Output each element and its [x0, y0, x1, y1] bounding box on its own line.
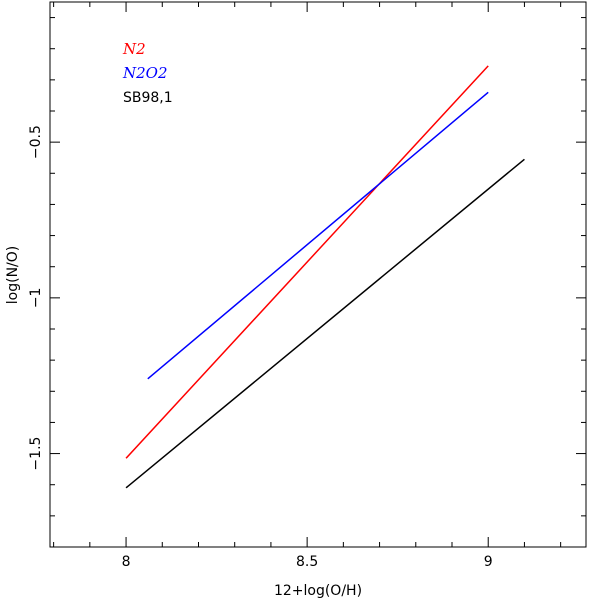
series-lines: [125, 65, 525, 489]
axis-ticks: 8 8.5 9 −1.5 −1 −0.5: [28, 2, 586, 570]
y-tick-label: −1: [28, 288, 44, 309]
x-axis-label: 12+log(O/H): [274, 583, 362, 599]
legend-entry: SB98,1: [123, 90, 173, 106]
x-tick-label: 8.5: [296, 554, 318, 570]
x-tick-label: 9: [484, 554, 493, 570]
x-tick-label: 8: [122, 554, 131, 570]
y-tick-label: −1.5: [28, 437, 44, 471]
legend-entry: N2: [122, 40, 146, 58]
legend-entry: N2O2: [122, 64, 168, 82]
plot-frame: [49, 1, 587, 548]
series-line-n2: [125, 65, 489, 459]
series-line-sb98-1: [125, 158, 525, 489]
y-tick-label: −0.5: [28, 125, 44, 159]
series-line-n2o2: [147, 91, 489, 380]
y-axis-label: log(N/O): [5, 246, 21, 304]
legend: N2 N2O2 SB98,1: [122, 40, 173, 106]
